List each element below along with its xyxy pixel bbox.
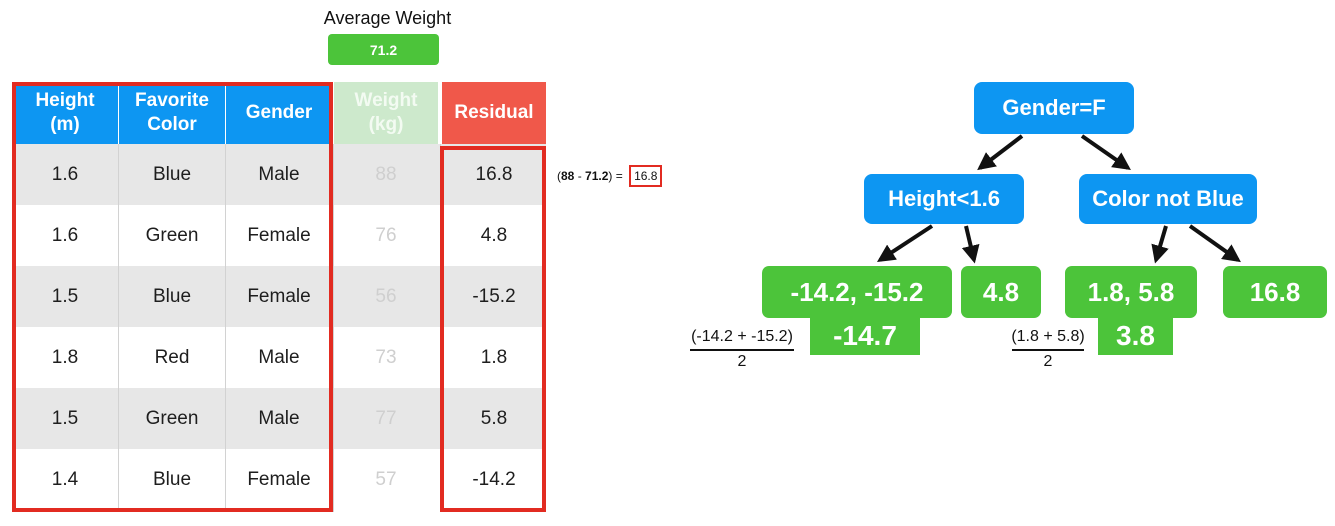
cell-height: 1.4 [51, 468, 79, 490]
header-favorite-color: Favorite Color [119, 82, 225, 144]
arrow-root-left [977, 134, 1024, 171]
tree-leaf-1: -14.2, -15.2 [762, 266, 952, 318]
cell-weight: 57 [375, 468, 397, 490]
left-average-result: -14.7 [810, 317, 920, 355]
table-row: 1.4 Blue Female 57 -14.2 [12, 449, 546, 510]
cell-gender: Female [247, 224, 311, 246]
cell-weight: 88 [375, 163, 397, 185]
cell-residual: 5.8 [480, 407, 508, 429]
right-average-fraction: (1.8 + 5.8) 2 [1011, 328, 1085, 370]
column-divider [333, 144, 334, 512]
cell-gender: Female [247, 468, 311, 490]
average-weight-value: 71.2 [328, 34, 439, 65]
tree-right-node: Color not Blue [1079, 174, 1257, 224]
arrow-root-right [1080, 134, 1131, 171]
tree-root-node: Gender=F [974, 82, 1134, 134]
cell-height: 1.5 [51, 407, 79, 429]
cell-gender: Male [258, 163, 300, 185]
table-row: 1.8 Red Male 73 1.8 [12, 327, 546, 388]
table-row: 1.5 Blue Female 56 -15.2 [12, 266, 546, 327]
header-height: Height (m) [12, 82, 118, 144]
cell-weight: 56 [375, 285, 397, 307]
column-divider [225, 144, 226, 512]
cell-gender: Female [247, 285, 311, 307]
arrow-left-left [876, 224, 934, 262]
table-row: 1.6 Blue Male 88 16.8 [12, 144, 546, 205]
cell-height: 1.8 [51, 346, 79, 368]
cell-weight: 77 [375, 407, 397, 429]
residual-calculation: (88 - 71.2) = 16.8 [557, 165, 663, 187]
cell-gender: Male [258, 346, 300, 368]
header-gender: Gender [226, 82, 332, 144]
average-weight-title: Average Weight [323, 8, 452, 28]
cell-height: 1.5 [51, 285, 79, 307]
cell-weight: 76 [375, 224, 397, 246]
cell-weight: 73 [375, 346, 397, 368]
tree-leaf-4: 16.8 [1223, 266, 1327, 318]
cell-residual: 16.8 [475, 163, 513, 185]
table-row: 1.5 Green Male 77 5.8 [12, 388, 546, 449]
left-average-fraction: (-14.2 + -15.2) 2 [690, 328, 794, 370]
tree-leaf-3: 1.8, 5.8 [1065, 266, 1197, 318]
arrow-left-right [961, 225, 980, 264]
tree-leaf-2: 4.8 [961, 266, 1041, 318]
cell-gender: Male [258, 407, 300, 429]
header-weight: Weight (kg) [334, 82, 438, 144]
cell-color: Blue [152, 163, 192, 185]
column-divider [118, 144, 119, 512]
cell-height: 1.6 [51, 163, 79, 185]
tree-left-node: Height<1.6 [864, 174, 1024, 224]
cell-color: Green [145, 407, 199, 429]
cell-color: Red [154, 346, 190, 368]
cell-residual: -15.2 [472, 285, 516, 307]
table-row: 1.6 Green Female 76 4.8 [12, 205, 546, 266]
cell-color: Blue [152, 285, 192, 307]
residual-result-box: 16.8 [629, 165, 663, 187]
header-residual: Residual [442, 82, 546, 144]
cell-residual: 1.8 [480, 346, 508, 368]
cell-residual: 4.8 [480, 224, 508, 246]
cell-height: 1.6 [51, 224, 79, 246]
arrow-right-right [1188, 224, 1241, 263]
cell-residual: -14.2 [472, 468, 516, 490]
column-divider [440, 144, 441, 512]
arrow-right-left [1151, 225, 1169, 264]
right-average-result: 3.8 [1098, 317, 1173, 355]
cell-color: Blue [152, 468, 192, 490]
cell-color: Green [145, 224, 199, 246]
